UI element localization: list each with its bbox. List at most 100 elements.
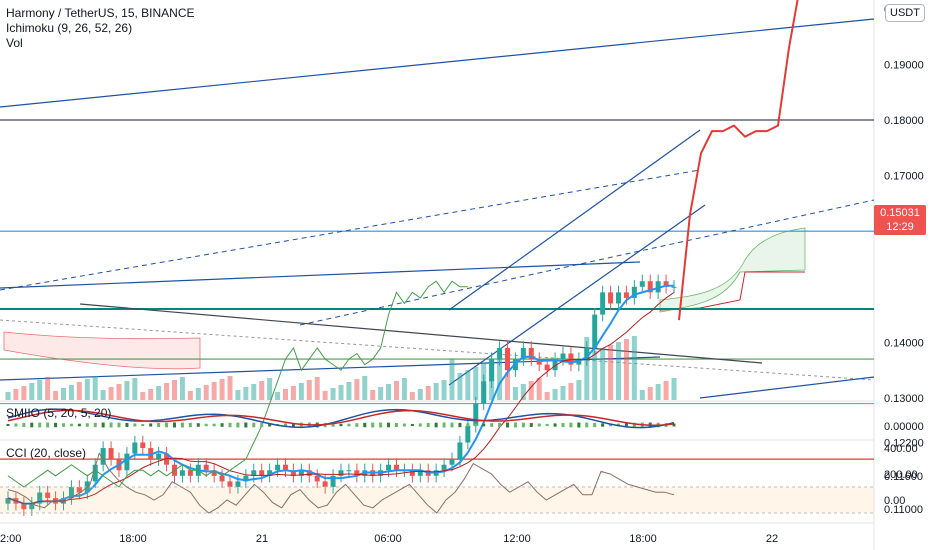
last-price-countdown: 12:29: [886, 221, 914, 233]
candle-body: [584, 347, 590, 360]
horizontal-levels: [0, 119, 874, 460]
price-tick-label: 0.11000: [884, 504, 923, 516]
candle-body: [100, 448, 106, 465]
smiio-histogram: [450, 422, 454, 428]
candle-body: [520, 347, 526, 360]
smiio-histogram: [506, 422, 509, 428]
smiio-histogram: [228, 422, 232, 428]
volume-bar: [267, 378, 273, 400]
volume-bar: [338, 385, 344, 400]
price-tick-label: 0.18000: [884, 115, 924, 127]
smiio-histogram: [577, 422, 581, 428]
long-trendline-top: [0, 18, 875, 108]
volume-bar: [275, 392, 281, 400]
cci-line: [7, 451, 675, 514]
volume-bar: [5, 392, 11, 400]
candle-body: [552, 359, 558, 371]
candle-body: [346, 470, 352, 472]
candle-body: [45, 492, 51, 499]
candle-body: [441, 464, 447, 471]
smiio-histogram: [434, 422, 438, 428]
volume-bar: [132, 378, 138, 400]
candle-body: [497, 347, 503, 360]
smiio-histogram: [442, 422, 446, 428]
candle-body: [235, 481, 241, 487]
volume-bar: [386, 384, 392, 400]
smiio-histogram: [513, 422, 517, 428]
volume-bar: [37, 380, 43, 400]
candle-body: [290, 470, 296, 476]
candle-body: [623, 292, 629, 298]
volume-bar: [203, 385, 209, 400]
volume-bar: [600, 348, 606, 400]
volume-bar: [306, 380, 312, 400]
smiio-histogram: [244, 422, 248, 428]
smiio-histogram: [149, 423, 153, 427]
smiio-histogram: [395, 423, 398, 427]
candle-body: [140, 442, 146, 449]
candle-body: [528, 347, 534, 360]
volume-bar: [108, 387, 114, 400]
smiio-line: [7, 408, 675, 429]
candle-body: [544, 364, 550, 371]
volume-bar: [259, 381, 265, 400]
smiio-histogram: [426, 422, 430, 428]
symbol-title[interactable]: Harmony / TetherUS, 15, BINANCE: [6, 6, 195, 20]
channel-bottom: [448, 204, 706, 386]
candle-body: [330, 475, 336, 487]
volume-bar: [140, 392, 146, 400]
smiio-histogram: [46, 422, 50, 428]
volume-bar: [536, 378, 542, 400]
time-tick-label: 22: [766, 533, 778, 545]
volume-bar: [370, 390, 376, 400]
smiio-legend[interactable]: SMIIO (5, 20, 5, 20): [6, 406, 112, 420]
smiio-histogram: [30, 422, 34, 428]
volume-legend[interactable]: Vol: [6, 36, 23, 50]
projection-line: [678, 0, 799, 321]
cci-legend[interactable]: CCI (20, close): [6, 446, 87, 460]
volume-bar: [29, 383, 35, 400]
smiio-histogram: [632, 422, 636, 428]
smiio-histogram: [133, 423, 137, 427]
smiio-histogram: [418, 423, 422, 427]
volume-bar: [441, 380, 447, 400]
volume-bar: [663, 381, 669, 400]
smiio-histogram: [188, 422, 192, 428]
candle-body: [187, 470, 193, 476]
candle-body: [227, 481, 233, 487]
candle-body: [536, 359, 542, 365]
volume-bar: [425, 386, 431, 400]
smiio-histogram: [204, 423, 208, 427]
candle-body: [592, 314, 598, 348]
smiio-histogram: [609, 423, 613, 427]
smiio-histogram: [585, 422, 589, 428]
smiio-histogram: [387, 422, 391, 428]
smiio-tick-label: 0.00000: [884, 421, 924, 433]
smiio-histogram: [291, 422, 295, 428]
volume-bar: [497, 358, 503, 400]
dashed-trendline-lower: [299, 199, 875, 326]
candle-body: [505, 347, 510, 371]
volume-bar: [76, 382, 82, 400]
candle-body: [76, 486, 82, 493]
volume-bar: [322, 391, 328, 400]
currency-button[interactable]: USDT: [885, 4, 925, 22]
price-tick-label: 0.17000: [884, 171, 924, 183]
ichimoku-legend[interactable]: Ichimoku (9, 26, 52, 26): [6, 21, 133, 35]
candle-body: [639, 281, 645, 287]
smiio-histogram: [180, 422, 184, 428]
volume-bar: [616, 342, 621, 400]
smiio-histogram: [85, 423, 89, 427]
smiio-histogram: [165, 422, 169, 428]
smiio-histogram: [331, 423, 335, 427]
volume-bar: [394, 381, 399, 400]
smiio-histogram: [561, 422, 565, 428]
candle-body: [211, 470, 217, 476]
smiio-histogram: [545, 423, 549, 427]
volume-bar: [61, 388, 66, 400]
candle-body: [108, 448, 114, 460]
volume-bar: [314, 377, 320, 400]
volume-bar: [290, 386, 296, 400]
smiio-histogram: [212, 423, 216, 427]
